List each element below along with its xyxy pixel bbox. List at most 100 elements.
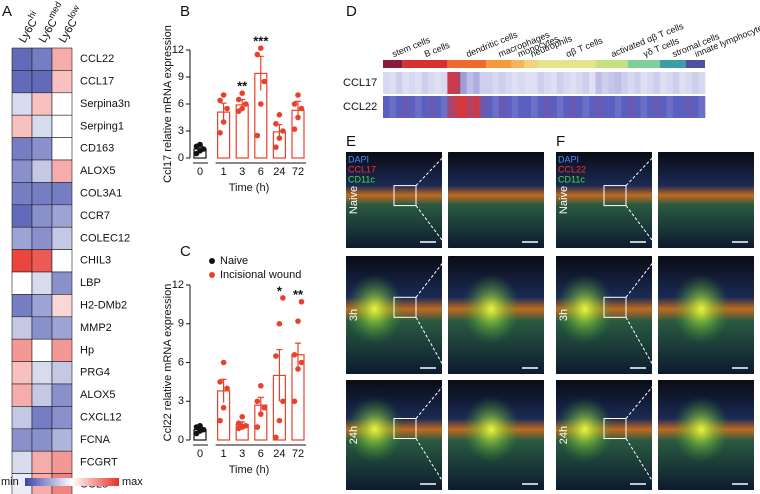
row-label: Serping1 [80,120,124,132]
staining-signal [462,396,520,463]
legend-label: Incisional wound [220,269,301,281]
significance: *** [253,34,269,49]
row-label: PRG4 [80,367,110,379]
data-point [200,146,207,152]
row-label: CCL17 [80,76,114,88]
strip-cell [434,96,442,118]
data-point [242,101,249,107]
x-tick-label: 24 [273,166,285,178]
heatmap-cell [51,361,73,385]
x-tick-label: 6 [258,166,264,178]
strip-cell [479,96,487,118]
data-point [291,101,298,107]
data-point [224,385,230,392]
row-label: ALOX5 [80,389,115,401]
heatmap-cell [11,338,33,362]
heatmap-cell [51,137,73,161]
strip-cell [473,96,480,118]
group-bar [659,60,686,68]
row-label: ALOX5 [80,165,115,177]
row-label: CD163 [80,143,114,155]
group-bar [511,60,525,68]
strip-cell [582,72,590,94]
stain-label: CD11c [558,174,585,184]
heatmap-cell [31,114,53,138]
strip-cell [440,72,448,94]
strip-cell [428,96,435,118]
heatmap-cell [31,159,53,183]
row-label: MMP2 [80,322,112,334]
colorbar-max: max [122,476,143,488]
zoom-line [415,255,449,298]
column-label-text: Ly6C [37,17,60,45]
data-point [217,417,223,424]
data-point [261,404,268,411]
micrograph [448,152,544,248]
colorbar-min: min [1,476,19,488]
data-point [258,101,264,107]
group-bar [486,60,512,68]
strip-cell [486,72,493,94]
row-label: CCR7 [80,210,110,222]
data-point [291,398,298,405]
strip-cell [576,96,583,118]
heatmap-cell [11,383,33,407]
heatmap-cell [51,114,73,138]
column-label-sup: hi [26,9,38,20]
row-label: Naive [348,186,360,214]
strip-cell [556,72,564,94]
heatmap-cell [31,92,53,116]
x-tick-label: 3 [239,448,245,460]
heatmap-cell [31,428,53,452]
x-tick-label: 72 [292,166,304,178]
data-point [258,382,264,389]
heatmap-cell [51,271,73,295]
heatmap-cell [31,383,53,407]
strip-cell [550,72,558,94]
data-point [239,90,245,96]
column-label-sup: med [46,0,63,20]
strip-cell [402,96,410,118]
legend-marker [209,258,215,264]
data-point [239,105,245,112]
row-label: 3h [558,309,570,321]
strip-cell [685,96,693,118]
strip-cell [589,96,596,118]
zoom-box [393,185,417,207]
staining-signal [462,273,520,345]
strip-cell [601,96,609,118]
data-point [258,45,264,51]
heatmap-cell [51,383,73,407]
strip-cell [389,72,397,94]
heatmap-cell [11,92,33,116]
data-point [217,97,223,104]
heatmap-cell [51,338,73,362]
strip-cell [634,96,641,118]
y-tick-label: 3 [178,125,184,137]
heatmap-cell [11,47,33,71]
heatmap-cell [51,70,73,94]
strip-cell [698,72,706,94]
zoom-box [393,418,417,439]
strip-cell [698,96,706,118]
strip-cell [408,72,416,94]
x-tick-label: 1 [221,448,227,460]
zoom-line [625,379,659,419]
strip-cell [659,72,667,94]
data-point [295,92,301,98]
data-point [298,359,305,366]
strip-cell [647,96,654,118]
stain-label: CD11c [348,174,375,184]
strip-cell [395,96,403,118]
row-label: 24h [558,426,570,444]
zoom-line [625,151,659,186]
group-bar [537,60,596,68]
data-point [220,404,227,411]
stain-label: DAPI [348,154,369,164]
strip-cell [563,72,571,94]
heatmap-cell [31,70,53,94]
strip-cell [460,96,468,118]
strip-cell [595,72,603,94]
x-tick-label: 72 [292,448,304,460]
